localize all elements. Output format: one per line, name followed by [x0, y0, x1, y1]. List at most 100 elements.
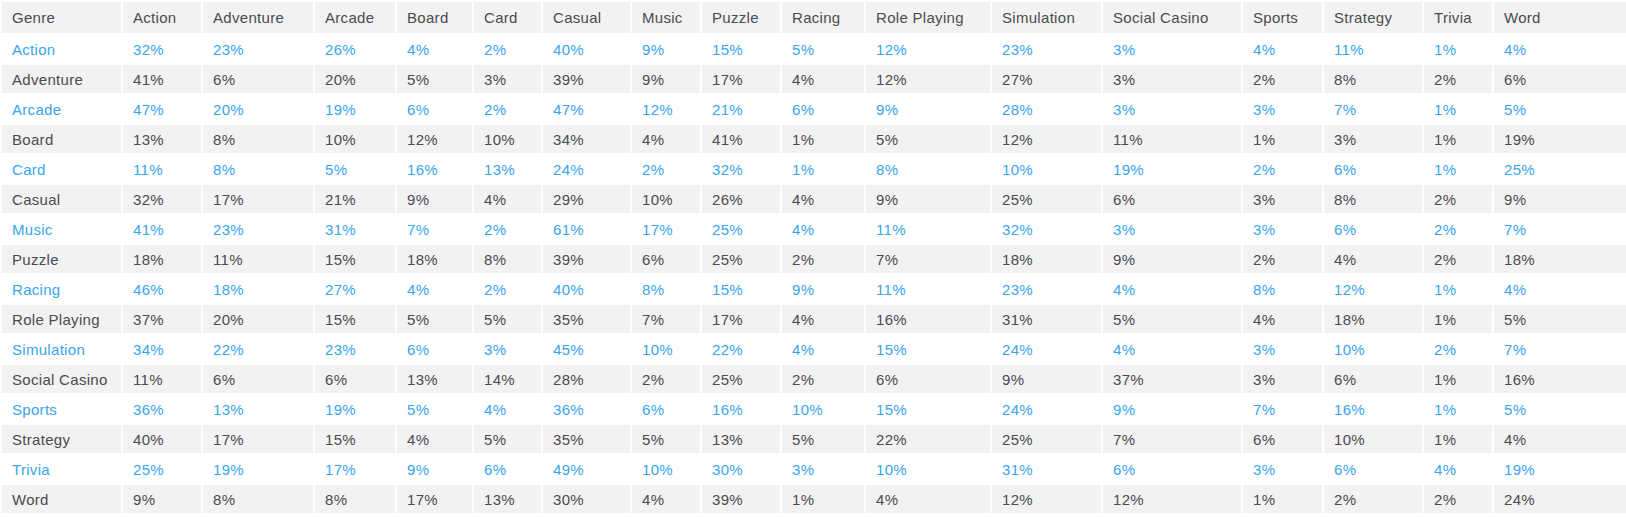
genre-cell-trivia: Trivia [1, 454, 122, 484]
value-cell-adventure-card: 3% [473, 64, 542, 94]
value-cell-puzzle-social-casino: 9% [1102, 244, 1242, 274]
value-cell-role-playing-music: 7% [631, 304, 701, 334]
value-cell-action-action: 32% [122, 34, 202, 64]
value-cell-trivia-simulation: 31% [991, 454, 1102, 484]
value-cell-board-social-casino: 11% [1102, 124, 1242, 154]
value-cell-casual-board: 9% [396, 184, 473, 214]
value-cell-role-playing-trivia: 1% [1423, 304, 1493, 334]
value-cell-trivia-puzzle: 30% [701, 454, 781, 484]
value-cell-casual-word: 9% [1493, 184, 1626, 214]
value-cell-trivia-arcade: 17% [314, 454, 396, 484]
value-cell-sports-action: 36% [122, 394, 202, 424]
table-row-arcade: Arcade47%20%19%6%2%47%12%21%6%9%28%3%3%7… [1, 94, 1626, 124]
value-cell-racing-role-playing: 11% [865, 274, 991, 304]
value-cell-puzzle-trivia: 2% [1423, 244, 1493, 274]
value-cell-strategy-arcade: 15% [314, 424, 396, 454]
value-cell-arcade-casual: 47% [542, 94, 631, 124]
value-cell-adventure-sports: 2% [1242, 64, 1323, 94]
value-cell-casual-music: 10% [631, 184, 701, 214]
value-cell-sports-word: 5% [1493, 394, 1626, 424]
value-cell-board-simulation: 12% [991, 124, 1102, 154]
value-cell-role-playing-adventure: 20% [202, 304, 314, 334]
value-cell-action-simulation: 23% [991, 34, 1102, 64]
value-cell-racing-sports: 8% [1242, 274, 1323, 304]
value-cell-music-board: 7% [396, 214, 473, 244]
value-cell-simulation-social-casino: 4% [1102, 334, 1242, 364]
value-cell-trivia-role-playing: 10% [865, 454, 991, 484]
value-cell-trivia-sports: 3% [1242, 454, 1323, 484]
value-cell-puzzle-casual: 39% [542, 244, 631, 274]
value-cell-music-casual: 61% [542, 214, 631, 244]
value-cell-racing-trivia: 1% [1423, 274, 1493, 304]
value-cell-adventure-simulation: 27% [991, 64, 1102, 94]
genre-affinity-table: GenreActionAdventureArcadeBoardCardCasua… [0, 0, 1626, 515]
column-header-genre: Genre [1, 1, 122, 34]
value-cell-role-playing-word: 5% [1493, 304, 1626, 334]
value-cell-strategy-action: 40% [122, 424, 202, 454]
value-cell-word-word: 24% [1493, 484, 1626, 514]
value-cell-racing-adventure: 18% [202, 274, 314, 304]
value-cell-simulation-adventure: 22% [202, 334, 314, 364]
table-row-action: Action32%23%26%4%2%40%9%15%5%12%23%3%4%1… [1, 34, 1626, 64]
value-cell-role-playing-arcade: 15% [314, 304, 396, 334]
table-row-casual: Casual32%17%21%9%4%29%10%26%4%9%25%6%3%8… [1, 184, 1626, 214]
value-cell-arcade-word: 5% [1493, 94, 1626, 124]
value-cell-puzzle-action: 18% [122, 244, 202, 274]
genre-cell-music: Music [1, 214, 122, 244]
value-cell-action-board: 4% [396, 34, 473, 64]
value-cell-racing-board: 4% [396, 274, 473, 304]
value-cell-card-card: 13% [473, 154, 542, 184]
value-cell-sports-board: 5% [396, 394, 473, 424]
genre-cell-adventure: Adventure [1, 64, 122, 94]
column-header-trivia: Trivia [1423, 1, 1493, 34]
value-cell-social-casino-strategy: 6% [1323, 364, 1423, 394]
column-header-casual: Casual [542, 1, 631, 34]
table-row-trivia: Trivia25%19%17%9%6%49%10%30%3%10%31%6%3%… [1, 454, 1626, 484]
value-cell-casual-social-casino: 6% [1102, 184, 1242, 214]
value-cell-sports-puzzle: 16% [701, 394, 781, 424]
value-cell-trivia-action: 25% [122, 454, 202, 484]
value-cell-simulation-simulation: 24% [991, 334, 1102, 364]
value-cell-strategy-adventure: 17% [202, 424, 314, 454]
column-header-racing: Racing [781, 1, 865, 34]
value-cell-social-casino-adventure: 6% [202, 364, 314, 394]
value-cell-simulation-arcade: 23% [314, 334, 396, 364]
value-cell-social-casino-action: 11% [122, 364, 202, 394]
value-cell-trivia-casual: 49% [542, 454, 631, 484]
column-header-sports: Sports [1242, 1, 1323, 34]
value-cell-casual-puzzle: 26% [701, 184, 781, 214]
value-cell-strategy-card: 5% [473, 424, 542, 454]
table-row-strategy: Strategy40%17%15%4%5%35%5%13%5%22%25%7%6… [1, 424, 1626, 454]
value-cell-trivia-word: 19% [1493, 454, 1626, 484]
value-cell-adventure-puzzle: 17% [701, 64, 781, 94]
value-cell-word-casual: 30% [542, 484, 631, 514]
value-cell-music-word: 7% [1493, 214, 1626, 244]
value-cell-racing-simulation: 23% [991, 274, 1102, 304]
value-cell-music-music: 17% [631, 214, 701, 244]
column-header-action: Action [122, 1, 202, 34]
value-cell-simulation-word: 7% [1493, 334, 1626, 364]
value-cell-action-word: 4% [1493, 34, 1626, 64]
value-cell-casual-trivia: 2% [1423, 184, 1493, 214]
value-cell-casual-action: 32% [122, 184, 202, 214]
value-cell-music-puzzle: 25% [701, 214, 781, 244]
value-cell-racing-racing: 9% [781, 274, 865, 304]
value-cell-card-casual: 24% [542, 154, 631, 184]
value-cell-arcade-action: 47% [122, 94, 202, 124]
value-cell-adventure-music: 9% [631, 64, 701, 94]
value-cell-puzzle-racing: 2% [781, 244, 865, 274]
value-cell-casual-racing: 4% [781, 184, 865, 214]
value-cell-sports-simulation: 24% [991, 394, 1102, 424]
value-cell-strategy-social-casino: 7% [1102, 424, 1242, 454]
value-cell-action-casual: 40% [542, 34, 631, 64]
value-cell-card-action: 11% [122, 154, 202, 184]
value-cell-music-arcade: 31% [314, 214, 396, 244]
value-cell-sports-adventure: 13% [202, 394, 314, 424]
value-cell-board-strategy: 3% [1323, 124, 1423, 154]
value-cell-music-card: 2% [473, 214, 542, 244]
value-cell-simulation-role-playing: 15% [865, 334, 991, 364]
value-cell-social-casino-sports: 3% [1242, 364, 1323, 394]
value-cell-trivia-social-casino: 6% [1102, 454, 1242, 484]
value-cell-word-board: 17% [396, 484, 473, 514]
value-cell-simulation-strategy: 10% [1323, 334, 1423, 364]
